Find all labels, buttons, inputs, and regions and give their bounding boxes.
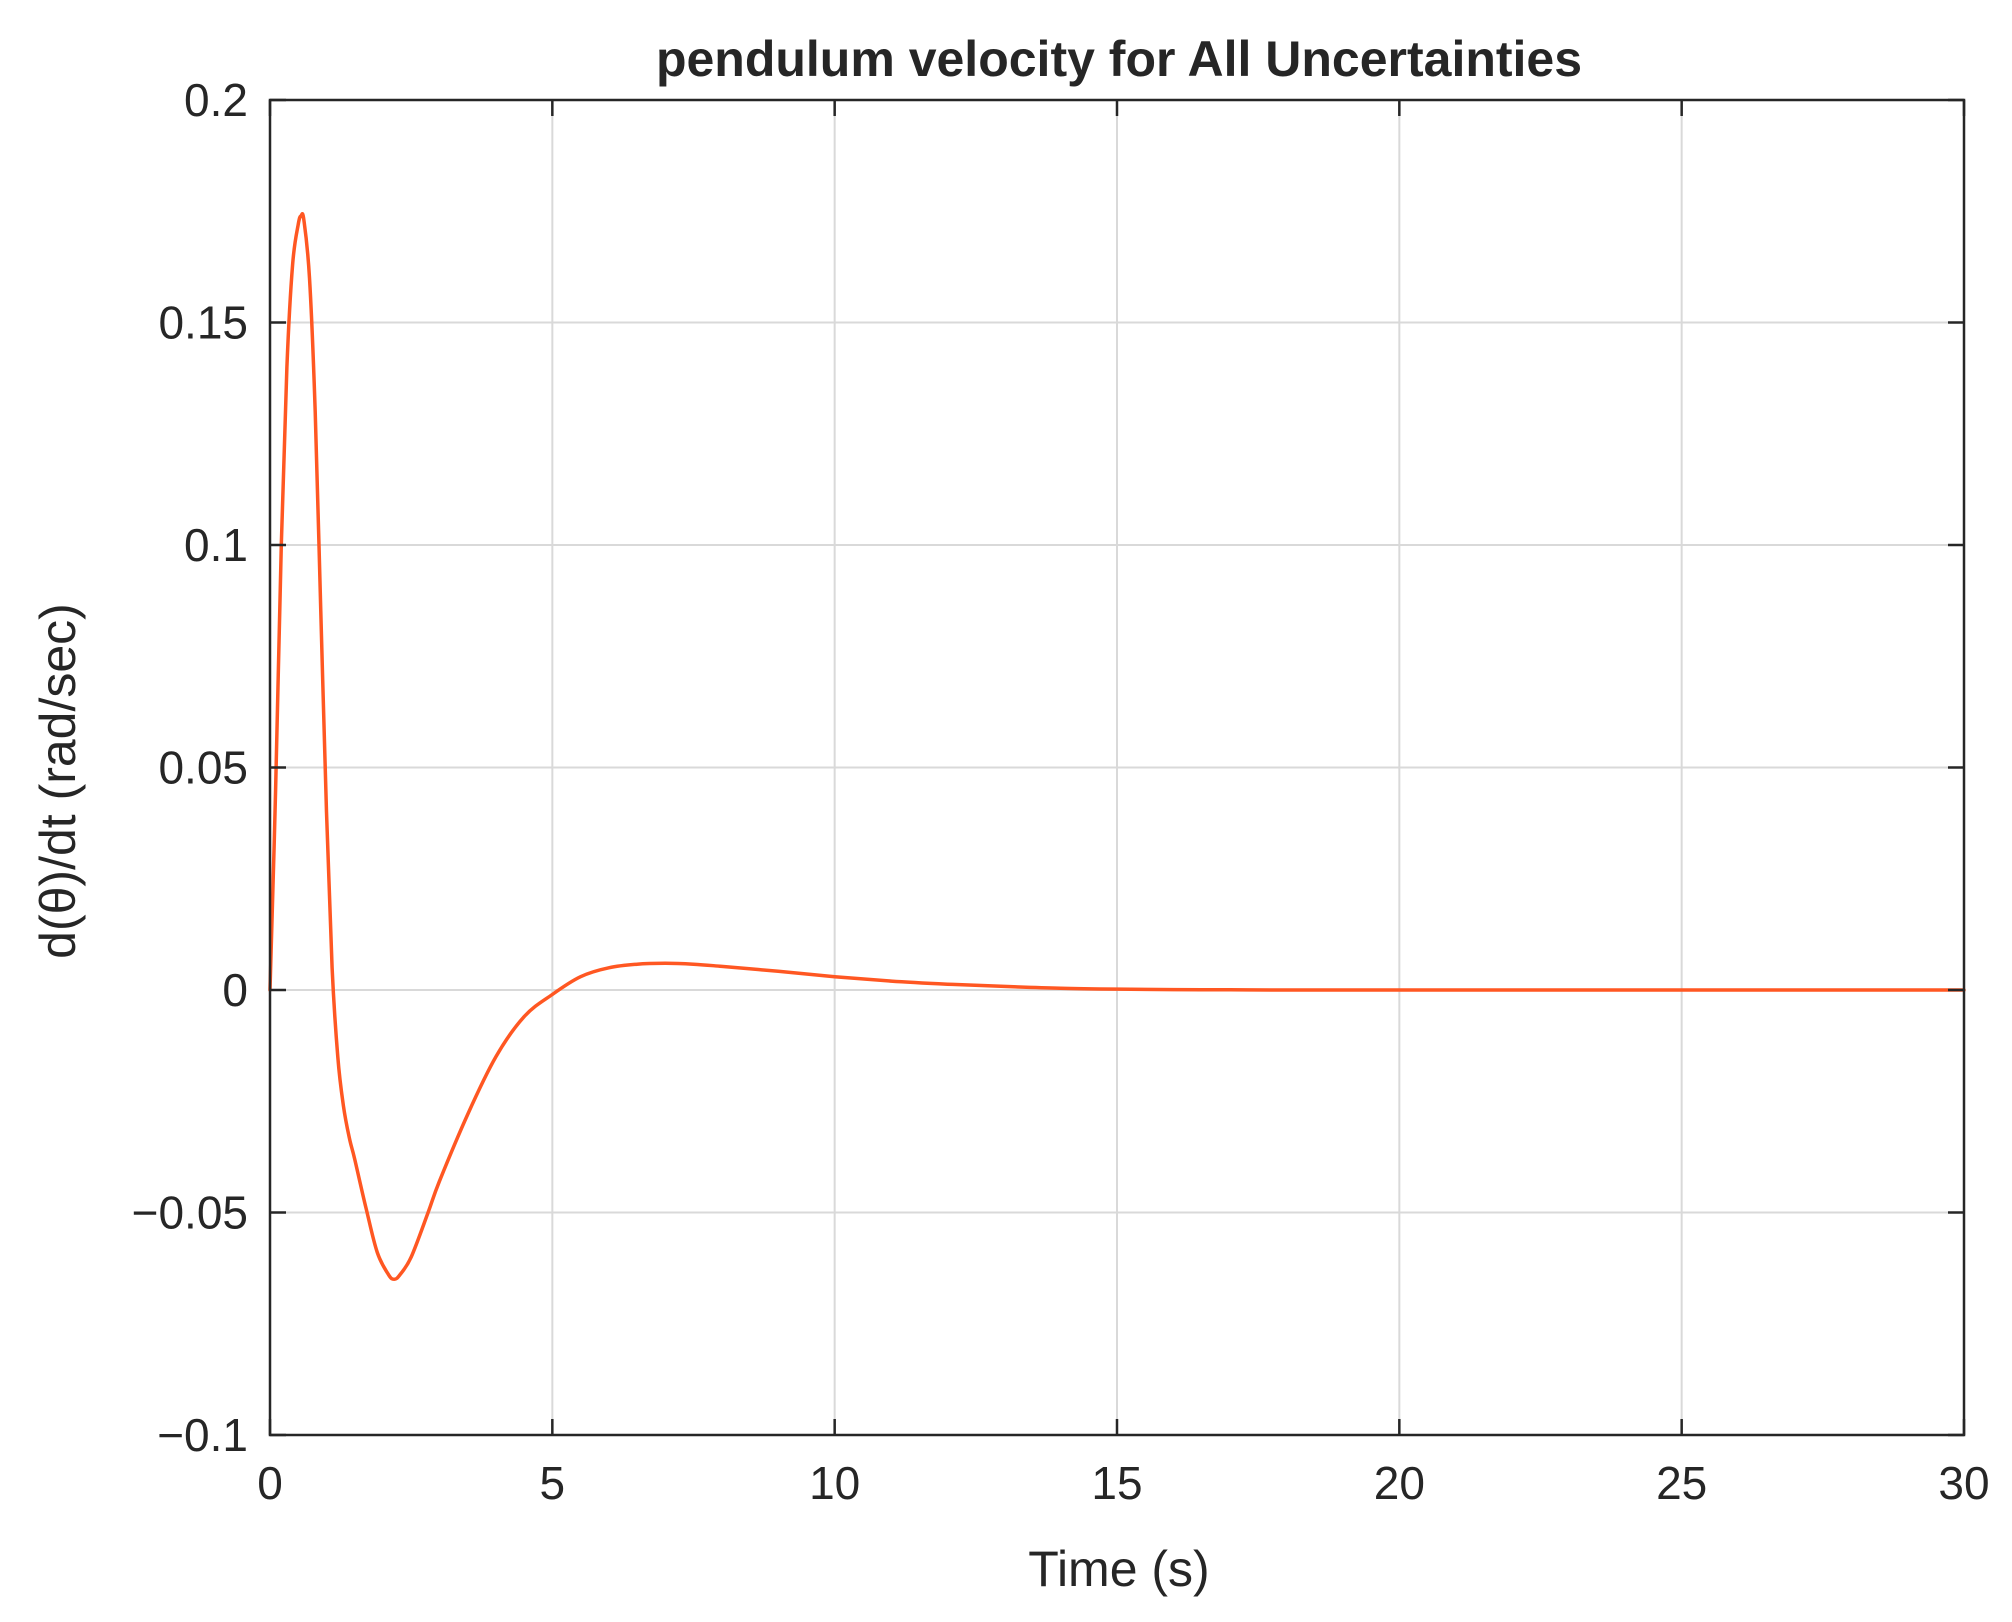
x-tick-label: 30 [1938,1457,1989,1509]
series-layer [268,212,1966,1282]
y-tick-label: 0 [222,964,248,1016]
x-tick-label: 5 [540,1457,566,1509]
x-tick-label: 20 [1374,1457,1425,1509]
series-line [268,212,1966,1282]
y-tick-label: 0.05 [158,742,248,794]
x-tick-label: 25 [1656,1457,1707,1509]
x-tick-label: 10 [809,1457,860,1509]
x-tick-label: 15 [1091,1457,1142,1509]
y-tick-label: 0.2 [184,74,248,126]
y-axis-label: d(θ)/dt (rad/sec) [30,603,86,959]
axis-ticks [268,98,1966,1437]
y-tick-label: −0.05 [132,1187,248,1239]
chart-title: pendulum velocity for All Uncertainties [656,31,1582,87]
y-tick-label: 0.15 [158,297,248,349]
x-tick-label: 0 [257,1457,283,1509]
y-tick-label: 0.1 [184,519,248,571]
y-tick-label: −0.1 [157,1409,248,1461]
x-axis-tick-labels: 0 5 10 15 20 25 30 [257,1457,1989,1509]
y-axis-tick-labels: −0.1 −0.05 0 0.05 0.1 0.15 0.2 [132,74,248,1461]
x-axis-label: Time (s) [1028,1541,1209,1597]
